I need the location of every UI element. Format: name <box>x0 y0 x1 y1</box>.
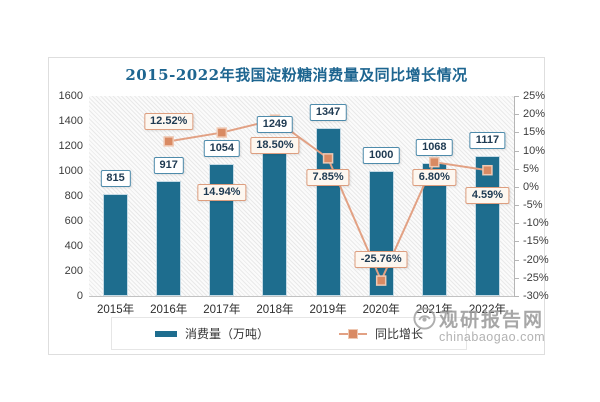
bar-value-label: 1068 <box>416 138 453 156</box>
right-axis-tick-mark <box>515 277 519 279</box>
x-axis-category-label: 2016年 <box>150 304 188 316</box>
right-axis-tick-label: -5% <box>523 199 543 212</box>
left-axis-tick-label: 1400 <box>58 115 83 127</box>
line-marker-icon <box>348 328 358 339</box>
right-axis-tick-label: -20% <box>523 253 549 266</box>
right-axis-tick-label: -25% <box>523 271 549 284</box>
growth-value-label: 14.94% <box>197 183 247 201</box>
bar-value-label: 1000 <box>362 147 400 164</box>
consumption-bar <box>368 171 394 296</box>
bar-value-label: 1347 <box>309 103 347 121</box>
bar-swatch-icon <box>154 330 177 337</box>
right-axis-tick-mark <box>515 296 519 297</box>
watermark-site-url: chinabaogao.com <box>439 330 546 344</box>
right-axis-tick-label: 5% <box>523 162 539 175</box>
chart-title: 2015-2022年我国淀粉糖消费量及同比增长情况 <box>125 66 468 84</box>
growth-value-label: -25.76% <box>354 250 408 268</box>
left-axis-tick-label: 200 <box>64 265 83 277</box>
watermark-site-name: 观研报告网 <box>439 310 545 331</box>
x-axis-category-label: 2018年 <box>256 304 294 316</box>
consumption-bar <box>103 194 129 296</box>
left-axis-tick-label: 1200 <box>58 140 83 152</box>
right-axis-tick-mark <box>515 132 519 134</box>
right-axis-tick-mark <box>515 186 519 188</box>
right-axis-tick-mark <box>515 241 519 243</box>
left-axis-tick-label: 1600 <box>58 90 83 102</box>
right-axis-tick-mark <box>515 223 519 225</box>
right-axis-tick-label: 10% <box>523 144 546 157</box>
growth-value-label: 6.80% <box>412 169 456 187</box>
line-swatch-icon <box>339 328 367 339</box>
right-axis-tick-label: 15% <box>523 126 546 139</box>
growth-marker-icon <box>429 156 440 168</box>
left-axis-tick-label: 1000 <box>58 165 83 177</box>
left-axis-tick-label: 0 <box>76 290 83 302</box>
bar-value-label: 1054 <box>203 140 241 158</box>
growth-marker-icon <box>482 164 493 176</box>
line-series-layer <box>163 114 493 286</box>
right-axis-tick-mark <box>515 114 519 116</box>
consumption-bar <box>156 181 182 296</box>
legend: 消费量（万吨） 同比增长 <box>111 317 467 350</box>
growth-value-label: 12.52% <box>144 113 194 131</box>
growth-marker-icon <box>216 127 228 138</box>
growth-value-label: 4.59% <box>465 187 510 205</box>
right-axis-line <box>514 96 515 297</box>
bar-value-label: 1117 <box>469 132 506 150</box>
consumption-bar <box>474 156 500 296</box>
x-axis-line <box>89 296 515 297</box>
x-axis-category-label: 2019年 <box>309 304 347 316</box>
x-axis-category-label: 2020年 <box>362 304 400 316</box>
right-axis-tick-mark <box>515 205 519 207</box>
right-axis-tick-mark <box>515 259 519 261</box>
bar-value-label: 917 <box>153 157 184 175</box>
watermark: 观研报告网 chinabaogao.com <box>412 305 545 344</box>
right-axis-tick-label: -30% <box>523 290 549 302</box>
x-axis-category-label: 2017年 <box>203 304 241 316</box>
legend-item-growth: 同比增长 <box>339 325 423 342</box>
left-axis-tick-label: 400 <box>64 240 83 252</box>
right-axis-tick-mark <box>515 168 519 170</box>
left-axis-tick-label: 600 <box>64 215 83 227</box>
growth-marker-icon <box>322 153 334 164</box>
x-axis-category-label: 2022年 <box>468 304 506 316</box>
right-axis-tick-label: 20% <box>523 108 546 121</box>
right-axis-tick-label: 0% <box>523 180 539 193</box>
x-axis-category-label: 2015年 <box>97 304 135 316</box>
legend-item-consumption: 消费量（万吨） <box>154 325 269 342</box>
left-axis-tick-label: 800 <box>64 190 83 202</box>
growth-value-label: 7.85% <box>306 169 350 187</box>
right-axis-tick-label: -15% <box>523 235 549 248</box>
right-axis-tick-mark <box>515 150 519 152</box>
right-axis-tick-label: 25% <box>523 90 546 102</box>
legend-consumption-label: 消费量（万吨） <box>184 327 269 341</box>
growth-marker-icon <box>163 136 174 147</box>
right-axis-tick-label: -10% <box>523 217 549 230</box>
watermark-logo-icon <box>413 307 436 330</box>
growth-value-label: 18.50% <box>250 136 300 154</box>
chart-frame: 2015-2022年我国淀粉糖消费量及同比增长情况 1600 1400 1200 10… <box>48 57 549 355</box>
growth-marker-icon <box>375 275 387 286</box>
bar-value-label: 1249 <box>256 115 294 133</box>
x-axis-category-label: 2021年 <box>415 304 453 316</box>
legend-growth-label: 同比增长 <box>375 327 424 341</box>
watermark-row: 观研报告网 <box>412 305 545 332</box>
right-axis-tick-mark <box>515 96 519 97</box>
bar-value-label: 815 <box>100 170 131 188</box>
